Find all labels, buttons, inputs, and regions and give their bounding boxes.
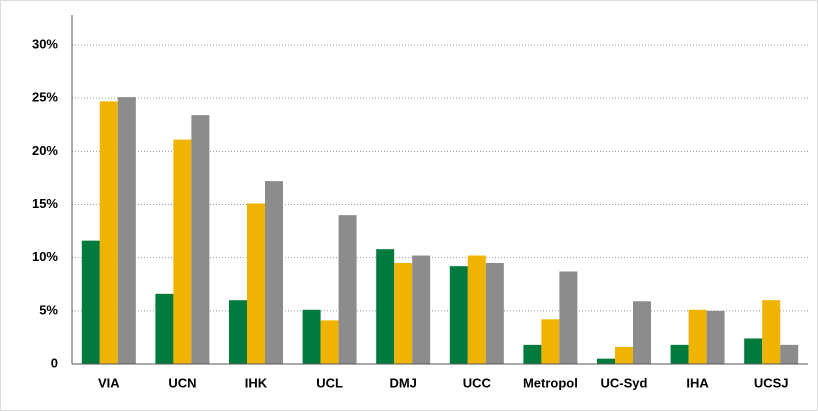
bar bbox=[81, 240, 100, 364]
bar bbox=[229, 300, 247, 364]
x-tick-label: UC-Syd bbox=[601, 375, 648, 390]
x-tick-label: VIA bbox=[98, 375, 120, 390]
x-tick-label: UCN bbox=[168, 375, 196, 390]
bar bbox=[541, 319, 560, 364]
y-tick-label: 0 bbox=[51, 355, 58, 370]
y-tick-label: 5% bbox=[39, 302, 58, 317]
y-tick-label: 15% bbox=[32, 196, 58, 211]
x-tick-label: Metropol bbox=[523, 375, 578, 390]
x-tick-label: IHK bbox=[245, 375, 268, 390]
bar bbox=[247, 203, 265, 364]
bar bbox=[597, 358, 615, 364]
bar bbox=[394, 262, 413, 364]
bar bbox=[670, 344, 689, 364]
bar bbox=[338, 215, 357, 364]
bar bbox=[412, 255, 431, 364]
x-tick-label: UCSJ bbox=[754, 375, 789, 390]
y-tick-label: 25% bbox=[32, 90, 58, 105]
bar bbox=[485, 262, 504, 364]
bar bbox=[467, 255, 486, 364]
bar bbox=[99, 101, 118, 365]
bar bbox=[744, 338, 763, 364]
bar bbox=[688, 309, 707, 364]
bar bbox=[523, 344, 542, 364]
x-tick-label: UCL bbox=[316, 375, 343, 390]
bar bbox=[265, 181, 283, 364]
bar bbox=[155, 293, 174, 364]
bar bbox=[173, 139, 192, 364]
bar bbox=[780, 344, 799, 364]
bar bbox=[376, 249, 395, 364]
bar bbox=[762, 300, 781, 364]
bar bbox=[191, 115, 210, 365]
bar bbox=[449, 266, 468, 364]
bar bbox=[302, 309, 321, 364]
x-tick-label: UCC bbox=[463, 375, 492, 390]
y-tick-label: 30% bbox=[32, 36, 58, 51]
bar bbox=[706, 310, 725, 364]
y-tick-label: 20% bbox=[32, 143, 58, 158]
x-tick-label: DMJ bbox=[389, 375, 416, 390]
bar bbox=[117, 97, 136, 364]
x-tick-label: IHA bbox=[686, 375, 709, 390]
bar bbox=[615, 346, 633, 364]
bar bbox=[320, 320, 339, 364]
bar bbox=[559, 271, 578, 364]
bar bbox=[633, 301, 651, 364]
y-tick-label: 10% bbox=[32, 249, 58, 264]
